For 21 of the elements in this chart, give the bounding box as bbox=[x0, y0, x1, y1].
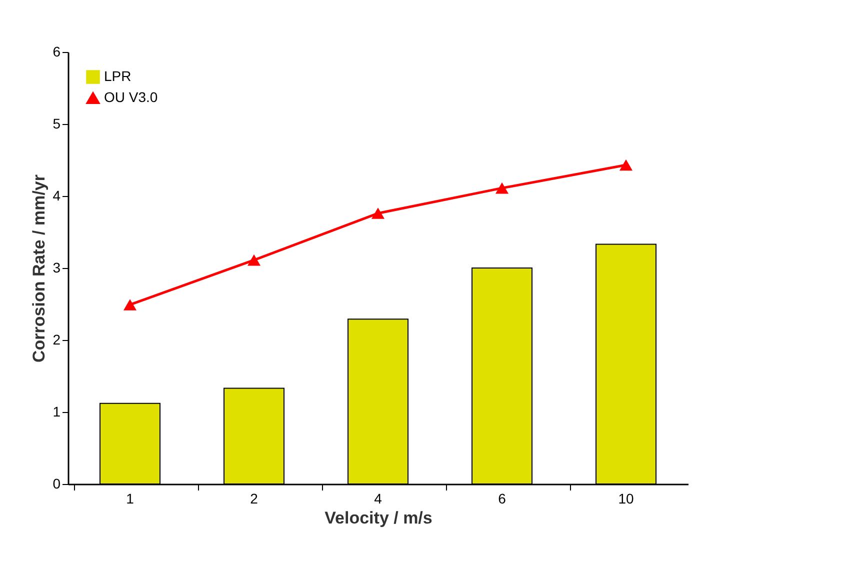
y-tick-label: 0 bbox=[52, 476, 61, 492]
y-tick-label: 3 bbox=[52, 260, 61, 276]
y-tick-label: 1 bbox=[52, 404, 61, 420]
x-tick-label: 6 bbox=[498, 490, 506, 506]
y-tick-label: 5 bbox=[52, 116, 61, 132]
x-axis-title: Velocity / m/s bbox=[324, 508, 432, 528]
legend-label: LPR bbox=[104, 68, 132, 84]
x-tick-label: 4 bbox=[374, 490, 382, 506]
point bbox=[619, 159, 633, 171]
point bbox=[371, 208, 385, 219]
y-tick-label: 4 bbox=[52, 188, 61, 204]
x-tick-label: 10 bbox=[618, 490, 634, 506]
point bbox=[123, 299, 137, 310]
point bbox=[495, 182, 509, 194]
x-tick-label: 1 bbox=[126, 490, 134, 506]
y-tick-label: 6 bbox=[52, 44, 61, 60]
legend-label: OU V3.0 bbox=[104, 89, 158, 105]
y-tick-label: 2 bbox=[52, 332, 61, 348]
y-axis-title: Corrosion Rate / mm/yr bbox=[30, 174, 49, 362]
point bbox=[247, 254, 261, 266]
x-tick-label: 2 bbox=[250, 490, 258, 506]
